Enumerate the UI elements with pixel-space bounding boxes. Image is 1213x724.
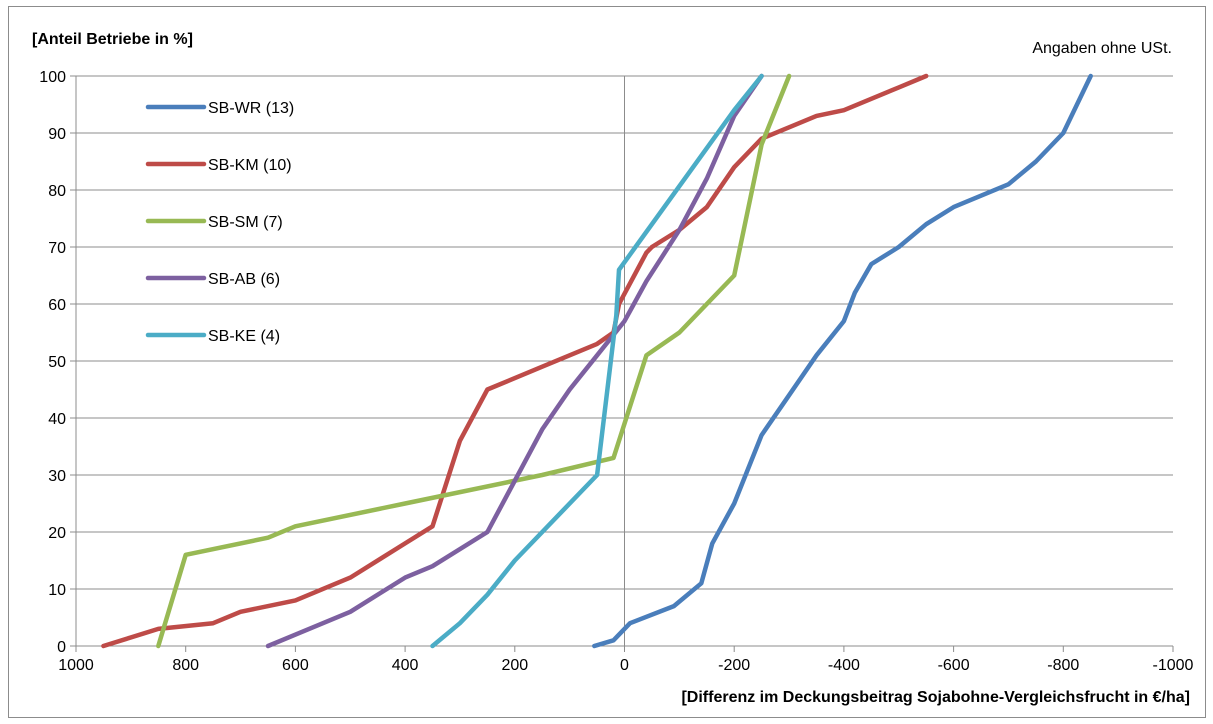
x-tick-label-200: 200: [501, 657, 528, 674]
y-tick-label-70: 70: [48, 240, 66, 257]
series-line-0: [592, 73, 1093, 649]
y-tick-label-40: 40: [48, 411, 66, 428]
x-tick-label-800: 800: [172, 657, 199, 674]
legend-label-4: SB-KE (4): [208, 328, 280, 345]
legend-label-1: SB-KM (10): [208, 157, 292, 174]
series-line-3: [265, 73, 764, 649]
series-line-2: [156, 73, 792, 649]
x-tick-label-400: 400: [392, 657, 419, 674]
x-tick-label-0: 0: [620, 657, 629, 674]
x-tick-labels: 1000 800 600 400 200 0 -200 -400 -600 -800 -1000: [58, 657, 1193, 674]
x-tick-label-600: 600: [282, 657, 309, 674]
x-tick-label--800: -800: [1047, 657, 1079, 674]
legend: SB-WR (13) SB-KM (10) SB-SM (7) SB-AB (6) SB…: [145, 100, 294, 345]
y-tick-label-100: 100: [39, 69, 66, 86]
axes: [70, 75, 1174, 652]
x-tick-label--600: -600: [938, 657, 970, 674]
y-tick-label-60: 60: [48, 297, 66, 314]
legend-label-2: SB-SM (7): [208, 214, 283, 231]
legend-label-0: SB-WR (13): [208, 100, 294, 117]
y-tick-label-0: 0: [57, 639, 66, 656]
y-tick-label-30: 30: [48, 468, 66, 485]
y-tick-label-20: 20: [48, 525, 66, 542]
series-line-4: [430, 73, 764, 649]
y-tick-labels: 0 10 20 30 40 50 60 70 80 90 100: [39, 69, 66, 656]
x-tick-label--200: -200: [718, 657, 750, 674]
series-lines: [101, 73, 1093, 649]
x-tick-label--400: -400: [828, 657, 860, 674]
y-tick-label-80: 80: [48, 183, 66, 200]
y-tick-label-10: 10: [48, 582, 66, 599]
y-axis-label: [Anteil Betriebe in %]: [32, 31, 193, 48]
y-tick-label-50: 50: [48, 354, 66, 371]
legend-label-3: SB-AB (6): [208, 271, 280, 288]
x-tick-label-1000: 1000: [58, 657, 94, 674]
x-tick-label--1000: -1000: [1153, 657, 1194, 674]
x-axis-label: [Differenz im Deckungsbeitrag Sojabohne-…: [681, 689, 1190, 706]
note-text: Angaben ohne USt.: [1032, 40, 1172, 57]
chart-frame: [8, 6, 1206, 718]
y-tick-label-90: 90: [48, 126, 66, 143]
